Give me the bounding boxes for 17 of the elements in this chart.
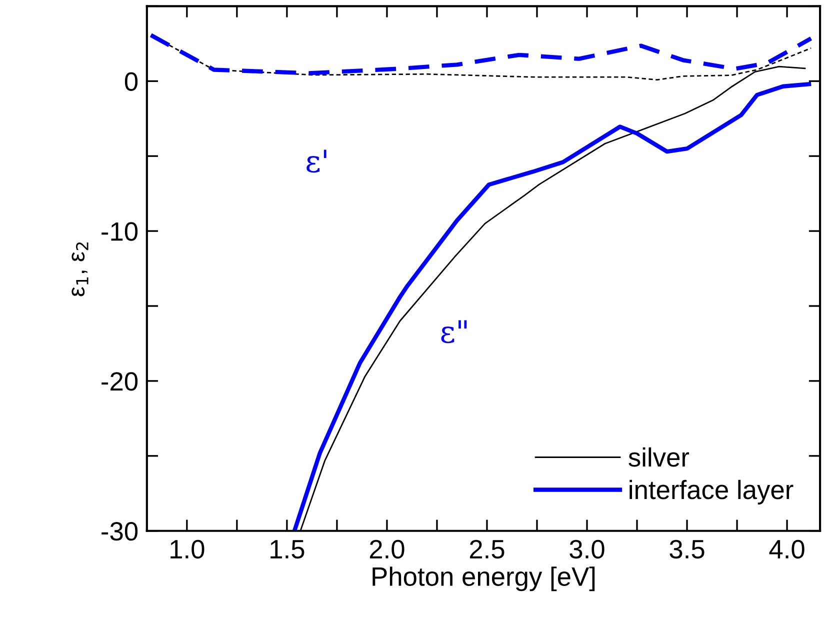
x-tick-label: 2.0	[370, 540, 404, 559]
x-axis-title: Photon energy [eV]	[372, 566, 595, 592]
y-tick-label: -30	[102, 522, 138, 541]
y-tick-label: -20	[102, 372, 138, 391]
x-tick-label: 3.0	[570, 540, 604, 559]
annotation: ε'	[306, 150, 326, 173]
y-tick-label: -10	[102, 222, 138, 241]
y-tick-label: 0	[124, 72, 138, 91]
x-tick-label: 1.5	[270, 540, 304, 559]
y-axis-title: ε$_{1}$, ε$_{2}$	[72, 242, 88, 296]
x-tick-label: 3.5	[670, 540, 704, 559]
annotation: ε"	[441, 320, 467, 344]
legend-label: interface layer	[630, 480, 794, 504]
x-tick-label: 4.0	[769, 540, 804, 559]
legend-label: silver	[628, 447, 690, 467]
x-tick-label: 1.0	[170, 540, 204, 559]
x-tick-label: 2.5	[470, 540, 504, 559]
